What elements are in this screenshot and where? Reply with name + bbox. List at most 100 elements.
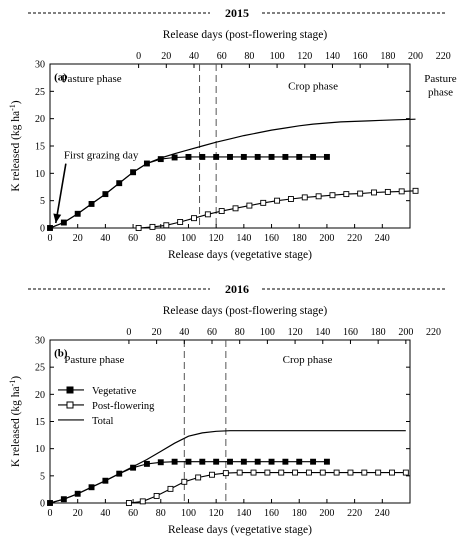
data-point-filled xyxy=(74,210,81,217)
x-tick-label: 220 xyxy=(347,508,362,519)
data-point-filled xyxy=(157,156,164,163)
y-axis-title-main: K released (kg ha xyxy=(10,386,22,467)
x-tick-label: 40 xyxy=(100,508,110,519)
panel-label: (b) xyxy=(54,347,68,359)
x2-tick-label: 100 xyxy=(260,327,275,338)
data-point-open xyxy=(315,193,322,200)
x-tick-label: 80 xyxy=(156,233,166,244)
data-point-filled xyxy=(171,458,178,465)
x2-tick-label: 160 xyxy=(353,51,368,62)
x-tick-label: 140 xyxy=(236,508,251,519)
data-point-filled xyxy=(130,464,137,471)
y-axis-title-close: ) xyxy=(10,376,22,380)
legend-marker-open xyxy=(66,401,74,409)
data-point-open xyxy=(319,469,326,476)
x-tick-label: 240 xyxy=(375,508,390,519)
x-tick-label: 160 xyxy=(264,233,279,244)
x2-tick-label: 140 xyxy=(325,51,340,62)
data-point-open xyxy=(343,191,350,198)
data-point-open xyxy=(278,469,285,476)
legend-label: Post-flowering xyxy=(92,401,155,412)
data-point-open xyxy=(274,197,281,204)
y-tick-label: 5 xyxy=(40,196,45,207)
data-point-filled xyxy=(60,496,67,503)
y-tick-label: 15 xyxy=(35,142,45,153)
x2-tick-label: 200 xyxy=(408,51,423,62)
x2-tick-label: 120 xyxy=(297,51,312,62)
x2-tick-label: 140 xyxy=(315,327,330,338)
data-point-open xyxy=(167,485,174,492)
x-tick-label: 0 xyxy=(48,508,53,519)
phase-label-2: Crop phase xyxy=(283,354,333,366)
data-point-filled xyxy=(74,490,81,497)
data-point-filled xyxy=(185,458,192,465)
data-point-open xyxy=(246,202,253,209)
data-point-open xyxy=(402,469,409,476)
data-point-open xyxy=(301,194,308,201)
year-label: 2016 xyxy=(225,282,249,296)
data-point-open xyxy=(125,500,132,506)
x-tick-label: 180 xyxy=(292,508,307,519)
y-axis-title: K released (kg ha-1) xyxy=(8,100,22,191)
data-point-open xyxy=(218,208,225,215)
data-point-open xyxy=(250,469,257,476)
phase-label-4: phase xyxy=(428,87,453,99)
phase-label-1: Pasture phase xyxy=(64,354,124,366)
x-tick-label: 0 xyxy=(48,233,53,244)
x2-tick-label: 120 xyxy=(288,327,303,338)
x-tick-label: 120 xyxy=(209,508,224,519)
data-point-open xyxy=(204,211,211,218)
x-tick-label: 60 xyxy=(128,233,138,244)
data-point-open xyxy=(305,469,312,476)
data-point-open xyxy=(371,189,377,196)
data-point-open xyxy=(191,215,197,222)
data-point-filled xyxy=(227,458,233,465)
data-point-open xyxy=(398,188,405,195)
x-tick-label: 40 xyxy=(100,233,110,244)
data-point-open xyxy=(292,469,299,476)
y-axis-title-close: ) xyxy=(10,100,22,104)
x-tick-label: 100 xyxy=(181,508,196,519)
y-tick-label: 25 xyxy=(35,363,45,374)
x-axis-title: Release days (vegetative stage) xyxy=(168,249,312,261)
x2-tick-label: 0 xyxy=(136,51,141,62)
data-point-filled xyxy=(143,460,150,467)
data-point-filled xyxy=(310,458,317,465)
y-axis-title-sup: -1 xyxy=(8,380,17,387)
x-tick-label: 140 xyxy=(236,233,251,244)
data-point-filled xyxy=(296,153,303,160)
legend-label: Total xyxy=(92,416,114,427)
x2-tick-label: 220 xyxy=(436,51,451,62)
x-tick-label: 220 xyxy=(347,233,362,244)
data-point-open xyxy=(357,190,364,197)
x-tick-label: 180 xyxy=(292,233,307,244)
y-tick-label: 30 xyxy=(35,336,45,347)
data-point-open xyxy=(209,471,215,478)
x-tick-label: 80 xyxy=(156,508,166,519)
x2-axis-title: Release days (post-flowering stage) xyxy=(163,29,328,41)
data-point-filled xyxy=(116,180,123,187)
y-tick-label: 20 xyxy=(35,114,45,125)
panel-label: (a) xyxy=(54,71,67,83)
data-point-open xyxy=(232,205,239,212)
data-point-open xyxy=(139,498,146,505)
data-point-filled xyxy=(213,153,220,160)
x2-tick-label: 40 xyxy=(189,51,199,62)
x-tick-label: 240 xyxy=(375,233,390,244)
x-tick-label: 200 xyxy=(319,233,334,244)
data-point-open xyxy=(389,469,395,476)
phase-label-1: Pasture phase xyxy=(61,73,121,85)
data-point-open xyxy=(375,469,382,476)
x-tick-label: 120 xyxy=(209,233,224,244)
legend-label: Vegetative xyxy=(92,386,137,397)
series-line-line xyxy=(49,430,406,504)
x2-tick-label: 20 xyxy=(152,327,162,338)
y-tick-label: 30 xyxy=(35,60,45,71)
data-point-filled xyxy=(282,153,289,160)
data-point-open xyxy=(222,470,229,477)
data-point-filled xyxy=(268,153,275,160)
data-point-open xyxy=(153,492,160,499)
series-line-filled xyxy=(49,156,327,229)
x2-tick-label: 80 xyxy=(235,327,245,338)
data-point-filled xyxy=(47,225,53,231)
